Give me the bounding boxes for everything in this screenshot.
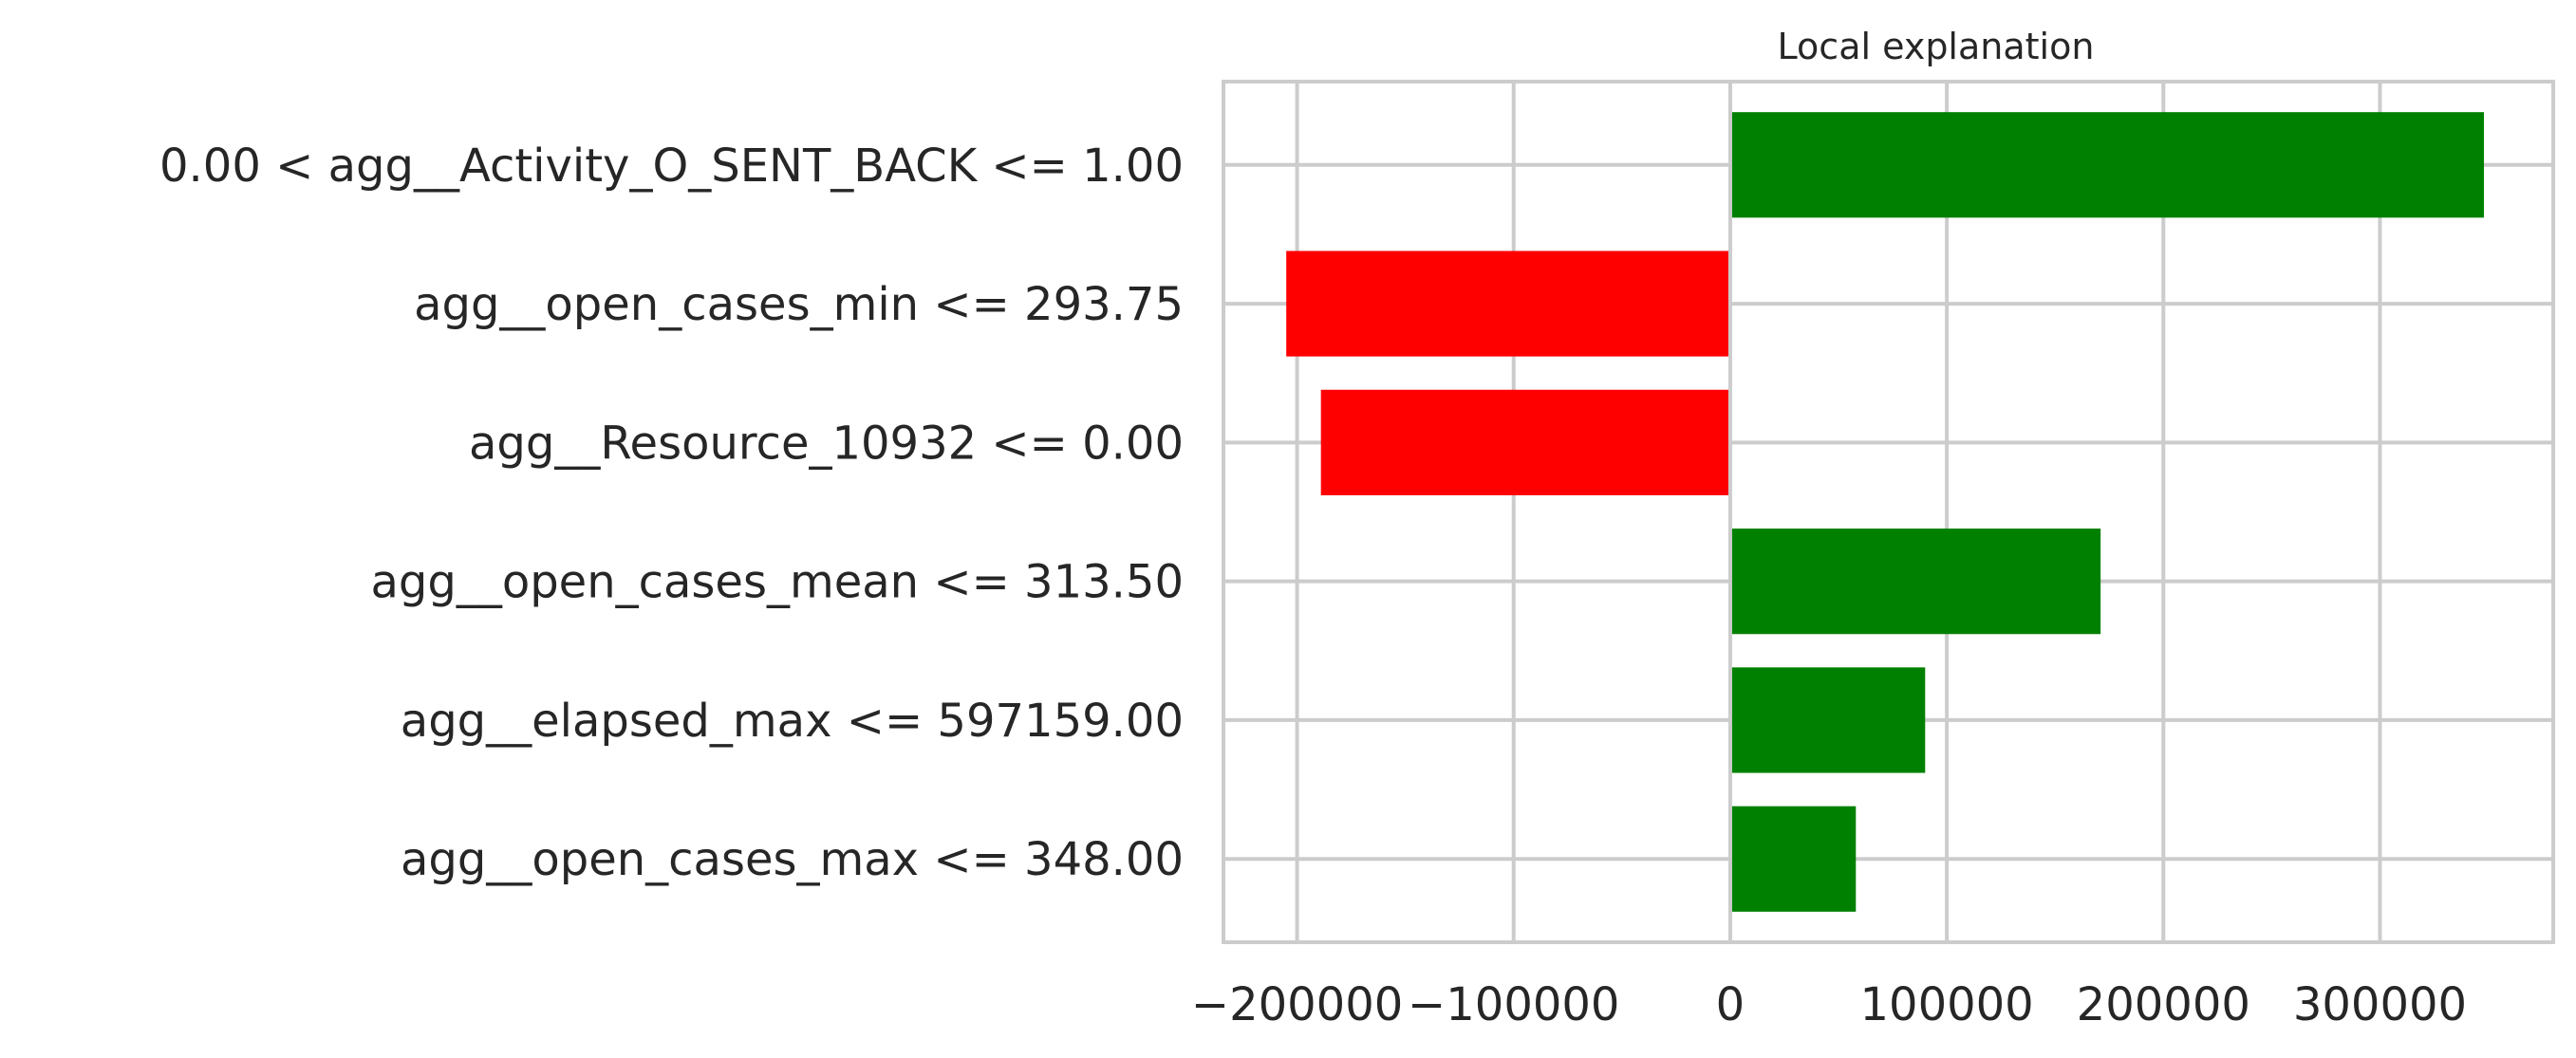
plot-frame xyxy=(1222,80,2555,944)
x-tick-label: 0 xyxy=(1716,978,1745,1031)
y-tick-label: agg__open_cases_min <= 293.75 xyxy=(414,278,1184,331)
chart-title: Local explanation xyxy=(1778,26,2095,67)
bar xyxy=(1731,667,1926,773)
y-tick-label: agg__Resource_10932 <= 0.00 xyxy=(469,417,1184,470)
x-tick-label: −200000 xyxy=(1191,978,1403,1031)
x-tick-label: 100000 xyxy=(1859,978,2033,1031)
x-tick-labels: −200000 −100000 0 100000 200000 300000 xyxy=(1191,978,2467,1031)
y-tick-label: agg__elapsed_max <= 597159.00 xyxy=(401,695,1184,748)
bar xyxy=(1731,806,1857,912)
bar xyxy=(1731,112,2484,218)
x-tick-label: 200000 xyxy=(2077,978,2250,1031)
x-tick-label: 300000 xyxy=(2293,978,2467,1031)
bar xyxy=(1731,529,2101,635)
y-tick-label: agg__open_cases_mean <= 313.50 xyxy=(370,556,1184,609)
bars-layer xyxy=(1286,112,2484,912)
x-tick-label: −100000 xyxy=(1408,978,1619,1031)
y-tick-labels: 0.00 < agg__Activity_O_SENT_BACK <= 1.00… xyxy=(159,139,1184,886)
y-tick-label: agg__open_cases_max <= 348.00 xyxy=(401,833,1184,886)
grid-layer xyxy=(1223,82,2553,942)
y-tick-label: 0.00 < agg__Activity_O_SENT_BACK <= 1.00 xyxy=(159,139,1184,193)
bar xyxy=(1286,251,1728,357)
bar xyxy=(1320,389,1728,495)
